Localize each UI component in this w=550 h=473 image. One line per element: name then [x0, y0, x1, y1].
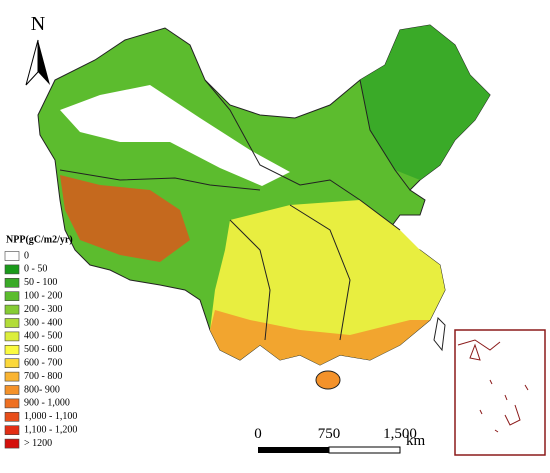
north-label: N: [31, 13, 45, 35]
legend-swatch: [4, 277, 20, 288]
scale-unit: km: [406, 433, 426, 449]
scale-segment: [258, 447, 329, 453]
legend-label: 50 - 100: [24, 277, 57, 288]
legend-swatch: [4, 411, 20, 422]
scale-segment: [328, 446, 401, 454]
north-arrow: [38, 40, 50, 85]
north-arrow: [25, 39, 39, 86]
legend-swatch: [4, 371, 20, 382]
northeast-region: [360, 25, 490, 180]
legend-label: 1,100 - 1,200: [24, 424, 77, 435]
legend-swatch: [4, 344, 20, 355]
scale-label: 0: [254, 426, 262, 442]
legend-label: 100 - 200: [24, 290, 62, 301]
legend: 0 0 - 50 50 - 100 100 - 200 200 - 300 300 - 4…: [4, 250, 77, 449]
legend-label: 600 - 700: [24, 357, 62, 368]
hainan: [315, 370, 341, 390]
legend-swatch: [4, 251, 20, 261]
legend-label: 200 - 300: [24, 304, 62, 315]
legend-swatch: [4, 291, 20, 302]
inset-map: [454, 329, 546, 456]
legend-label: 300 - 400: [24, 317, 62, 328]
legend-label: 800- 900: [24, 384, 60, 395]
legend-swatch: [4, 304, 20, 315]
desert-region: [60, 85, 290, 186]
legend-label: 0 - 50: [24, 264, 47, 275]
scale-label: 750: [318, 426, 341, 442]
legend-label: 700 - 800: [24, 371, 62, 382]
legend-title: NPP(gC/m2/yr): [6, 234, 73, 245]
legend-label: 500 - 600: [24, 344, 62, 355]
legend-swatch: [4, 331, 20, 342]
legend-swatch: [4, 318, 20, 328]
legend-label: 400 - 500: [24, 331, 62, 342]
legend-swatch: [4, 398, 20, 409]
legend-label: 0: [24, 250, 29, 261]
legend-swatch: [4, 385, 20, 395]
legend-label: > 1200: [24, 438, 52, 449]
inset-coast: [457, 339, 529, 433]
legend-swatch: [4, 438, 20, 449]
scale-label: 1,500: [383, 426, 417, 442]
taiwan: [433, 316, 446, 352]
south-coast: [210, 310, 430, 365]
legend-swatch: [4, 358, 20, 369]
tibet-region: [60, 175, 190, 262]
legend-swatch: [4, 264, 20, 275]
legend-swatch: [4, 425, 20, 436]
legend-label: 900 - 1,000: [24, 398, 70, 409]
province-boundary: [59, 79, 411, 341]
legend-label: 1,000 - 1,100: [24, 411, 77, 422]
